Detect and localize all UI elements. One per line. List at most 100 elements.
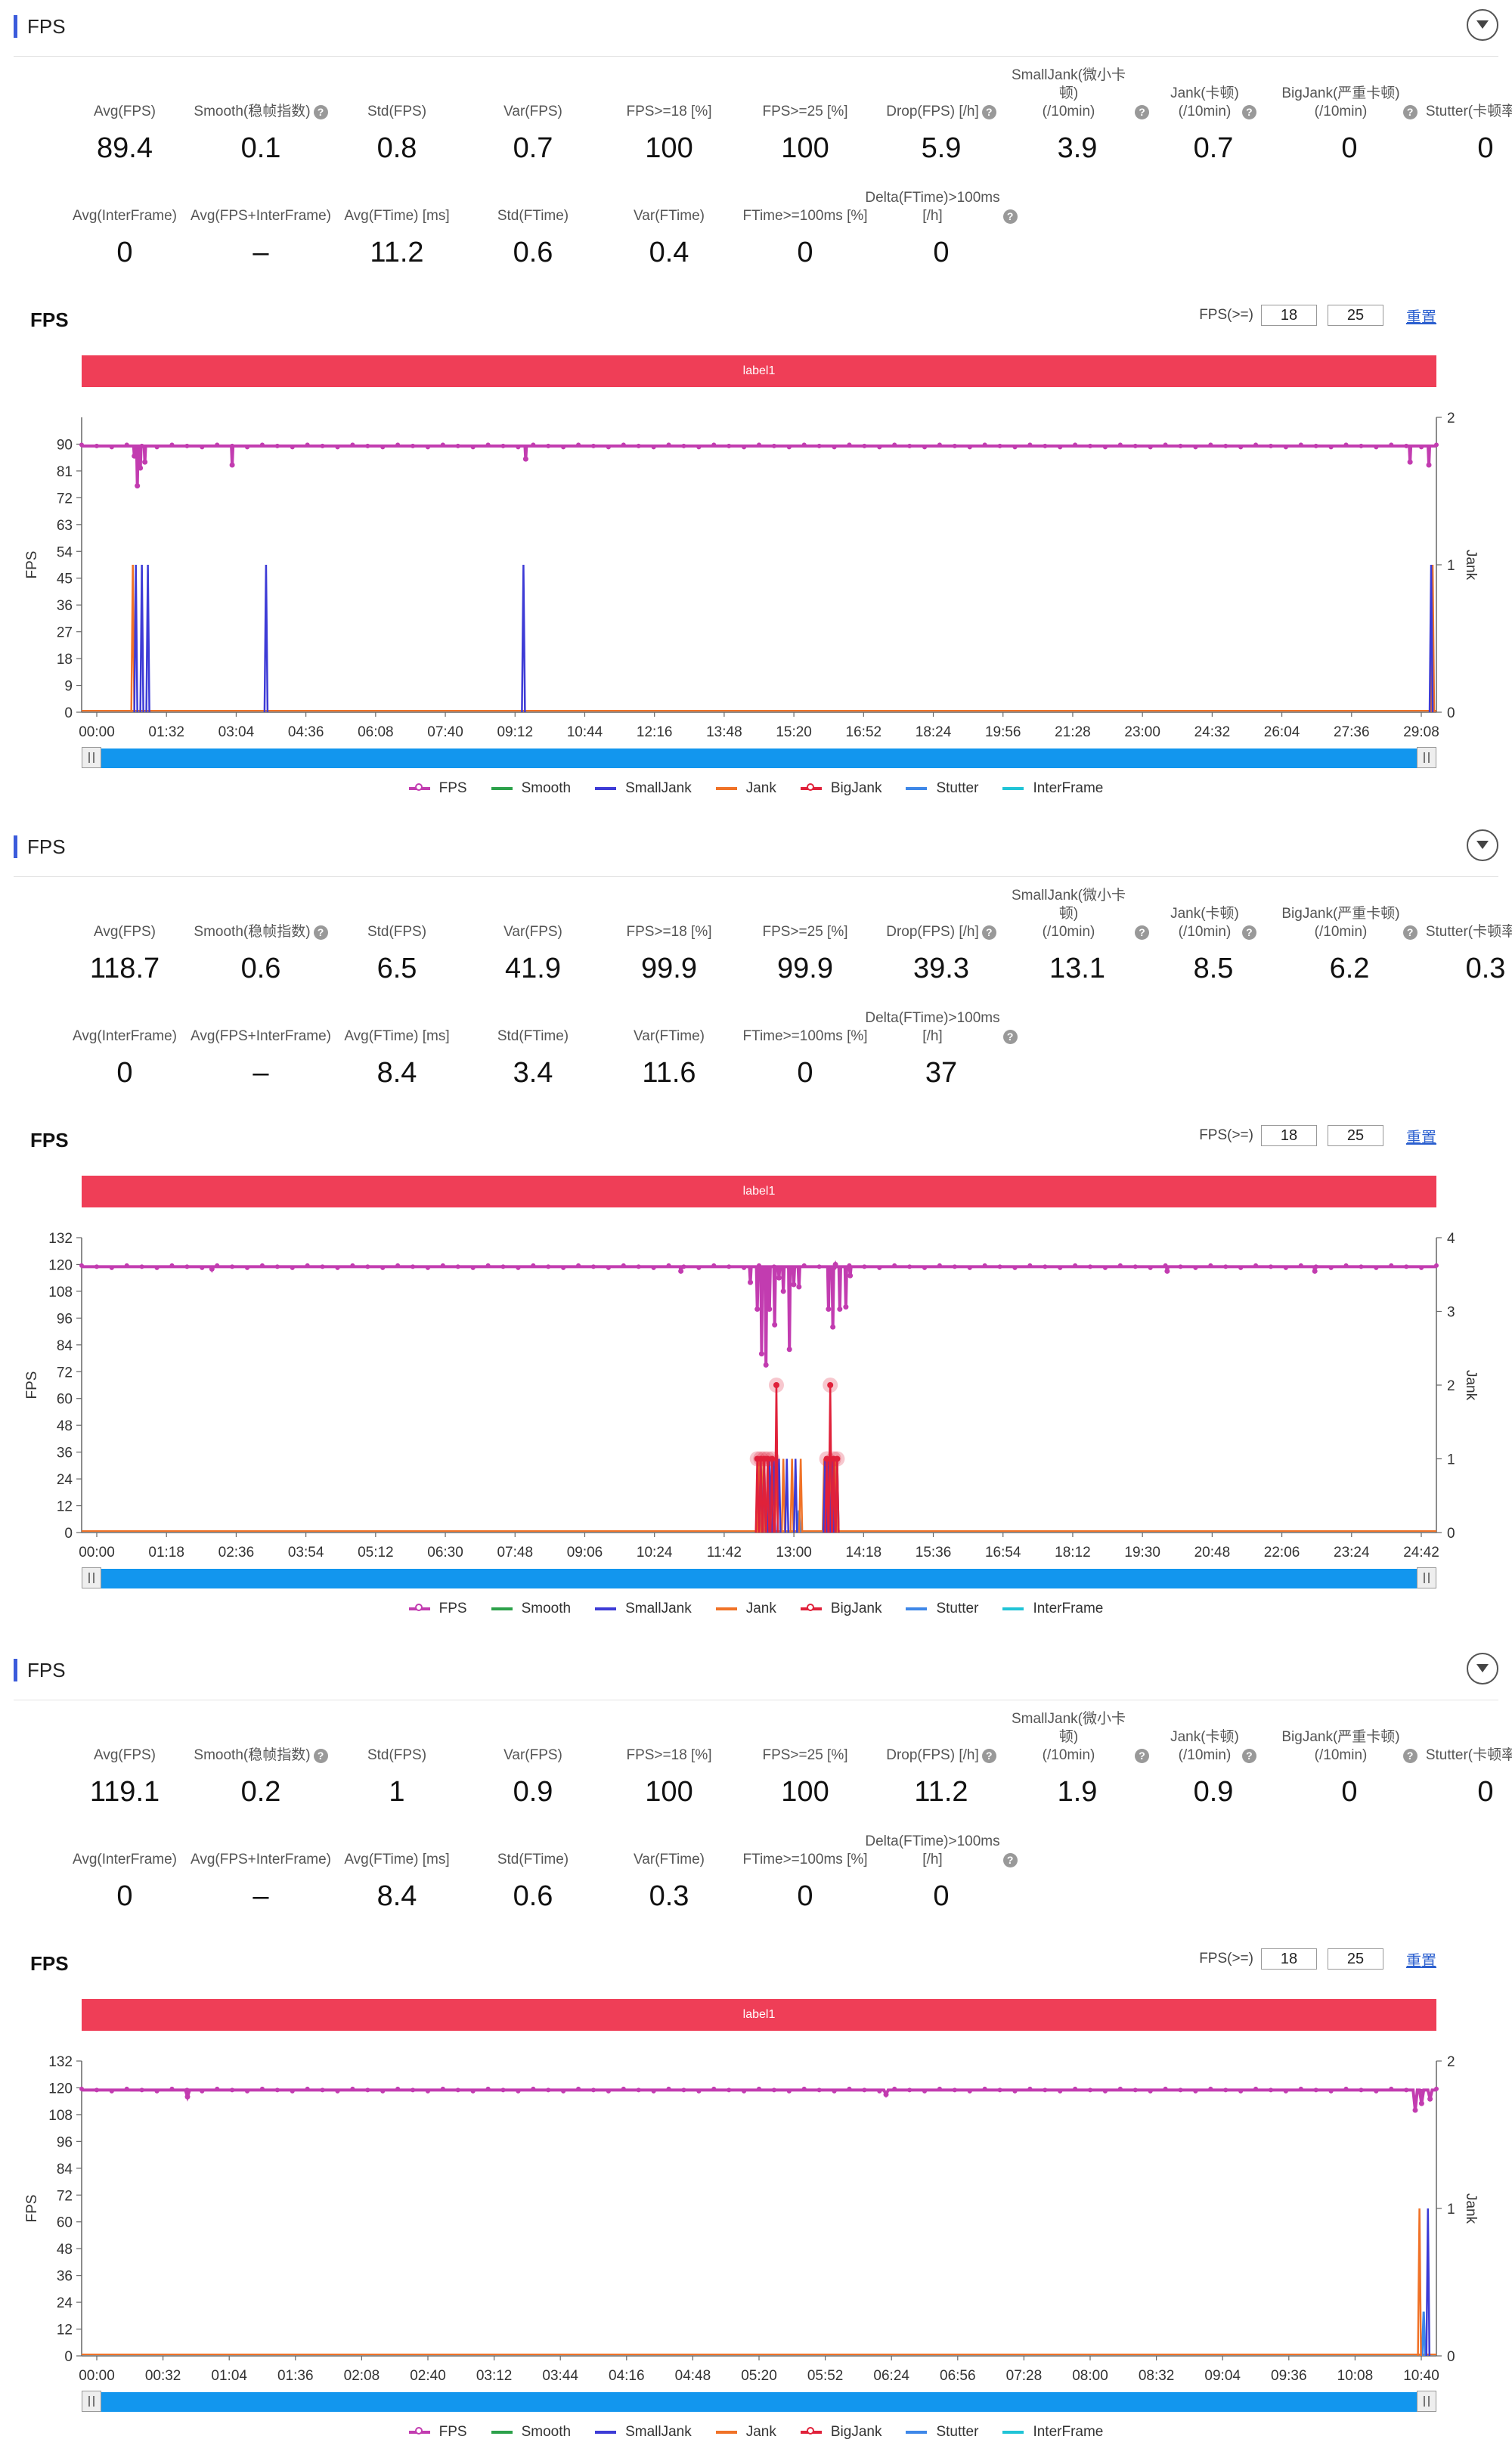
help-icon[interactable]: ? xyxy=(1241,925,1256,940)
metric-value: 0.9 xyxy=(1193,1776,1234,1808)
zoom-range[interactable] xyxy=(88,2392,1430,2412)
fps-point xyxy=(786,445,792,450)
legend-label: SmallJank xyxy=(625,2424,692,2440)
zoom-handle[interactable] xyxy=(1417,2391,1436,2412)
zoom-slider[interactable] xyxy=(82,1567,1436,1590)
label-bar[interactable]: label1 xyxy=(82,1999,1436,2031)
chevron-down-icon xyxy=(1476,841,1489,849)
help-icon[interactable]: ? xyxy=(981,1749,996,1763)
legend-item[interactable]: Stutter xyxy=(906,777,978,800)
threshold-input[interactable] xyxy=(1328,1125,1383,1146)
header-accent-bar xyxy=(14,1659,17,1681)
y-tick-label: 0 xyxy=(64,705,73,721)
help-icon[interactable]: ? xyxy=(1135,1749,1149,1763)
metric-label-text: Avg(FPS) xyxy=(93,1747,156,1763)
collapse-button[interactable] xyxy=(1467,9,1498,41)
zoom-handle[interactable] xyxy=(1417,1567,1436,1588)
y-tick-label: 132 xyxy=(48,1231,73,1247)
legend-item[interactable]: SmallJank xyxy=(595,2421,692,2444)
fps-point xyxy=(727,443,732,448)
legend-item[interactable]: FPS xyxy=(408,1598,467,1620)
legend-item[interactable]: Jank xyxy=(715,1598,776,1620)
label-bar[interactable]: label1 xyxy=(82,1176,1436,1207)
zoom-handle[interactable] xyxy=(1417,747,1436,768)
legend-item[interactable]: FPS xyxy=(408,777,467,800)
zoom-slider[interactable] xyxy=(82,2391,1436,2413)
help-icon[interactable]: ? xyxy=(1402,1749,1418,1763)
metric-cell: Std(FPS) 6.5 xyxy=(325,903,469,985)
help-icon[interactable]: ? xyxy=(1241,1749,1256,1763)
zoom-range[interactable] xyxy=(88,1569,1430,1588)
fps-point xyxy=(184,443,190,448)
help-icon[interactable]: ? xyxy=(313,105,328,119)
legend-item[interactable]: SmallJank xyxy=(595,1598,692,1620)
zoom-handle[interactable] xyxy=(82,1567,101,1588)
fps-point xyxy=(727,2087,732,2093)
metric-cell: FPS>=25 [%] 100 xyxy=(733,1727,877,1808)
legend-item[interactable]: InterFrame xyxy=(1002,1598,1103,1620)
help-icon[interactable]: ? xyxy=(1002,1853,1018,1867)
threshold-input[interactable] xyxy=(1328,305,1383,326)
zoom-range[interactable] xyxy=(88,748,1430,768)
help-icon[interactable]: ? xyxy=(1002,1030,1018,1044)
fps-point xyxy=(937,442,942,448)
label-bar[interactable]: label1 xyxy=(82,355,1436,387)
legend-item[interactable]: Smooth xyxy=(491,2421,571,2444)
zoom-handle[interactable] xyxy=(82,747,101,768)
legend-item[interactable]: Smooth xyxy=(491,777,571,800)
legend-item[interactable]: Stutter xyxy=(906,2421,978,2444)
reset-link[interactable]: 重置 xyxy=(1406,308,1436,326)
legend-item[interactable]: BigJank xyxy=(800,1598,881,1620)
threshold-input[interactable] xyxy=(1261,305,1317,326)
metric-cell: FPS>=18 [%] 100 xyxy=(597,83,741,165)
legend-swatch xyxy=(408,1604,430,1611)
fps-point xyxy=(320,2087,325,2093)
small-jank-spike xyxy=(1425,2208,1431,2357)
collapse-button[interactable] xyxy=(1467,829,1498,861)
metric-label: Delta(FTime)>100ms [/h]? xyxy=(865,188,1018,225)
jank-spike xyxy=(130,564,135,713)
x-tick-label: 04:48 xyxy=(675,2368,711,2384)
collapse-button[interactable] xyxy=(1467,1653,1498,1685)
zoom-slider[interactable] xyxy=(82,747,1436,770)
fps-point xyxy=(847,1263,852,1268)
fps-point xyxy=(696,2088,702,2094)
help-icon[interactable]: ? xyxy=(1135,105,1149,119)
legend: FPS Smooth SmallJank Jank BigJank Stutter Inte… xyxy=(393,777,1119,800)
help-icon[interactable]: ? xyxy=(313,1749,328,1763)
legend-item[interactable]: BigJank xyxy=(800,777,881,800)
legend-item[interactable]: InterFrame xyxy=(1002,2421,1103,2444)
help-icon[interactable]: ? xyxy=(981,925,996,940)
help-icon[interactable]: ? xyxy=(1241,105,1256,119)
metric-value: 100 xyxy=(645,132,693,164)
y-tick-label: 108 xyxy=(48,1285,73,1300)
threshold-input[interactable] xyxy=(1328,1948,1383,1970)
metric-value: 118.7 xyxy=(89,953,160,984)
help-icon[interactable]: ? xyxy=(981,105,996,119)
help-icon[interactable]: ? xyxy=(1135,925,1149,940)
fps-point xyxy=(1404,443,1409,448)
legend-label: FPS xyxy=(438,1601,467,1616)
help-icon[interactable]: ? xyxy=(1402,105,1418,119)
threshold-input[interactable] xyxy=(1261,1125,1317,1146)
help-icon[interactable]: ? xyxy=(1402,925,1418,940)
fps-point xyxy=(1117,1263,1123,1268)
fps-point xyxy=(1163,2086,1168,2091)
legend-item[interactable]: Stutter xyxy=(906,1598,978,1620)
legend-item[interactable]: Jank xyxy=(715,777,776,800)
legend-item[interactable]: Jank xyxy=(715,2421,776,2444)
legend-item[interactable]: Smooth xyxy=(491,1598,571,1620)
reset-link[interactable]: 重置 xyxy=(1406,1952,1436,1970)
reset-link[interactable]: 重置 xyxy=(1406,1129,1436,1146)
metric-value: 0.8 xyxy=(376,132,417,164)
legend-item[interactable]: InterFrame xyxy=(1002,777,1103,800)
legend-item[interactable]: FPS xyxy=(408,2421,467,2444)
threshold-input[interactable] xyxy=(1261,1948,1317,1970)
legend-item[interactable]: BigJank xyxy=(800,2421,881,2444)
zoom-handle[interactable] xyxy=(82,2391,101,2412)
metric-cell: Delta(FTime)>100ms [/h]? 0 xyxy=(865,1831,1018,1913)
help-icon[interactable]: ? xyxy=(1002,209,1018,224)
y-tick-label: 36 xyxy=(57,1446,73,1461)
legend-item[interactable]: SmallJank xyxy=(595,777,692,800)
help-icon[interactable]: ? xyxy=(313,925,328,940)
